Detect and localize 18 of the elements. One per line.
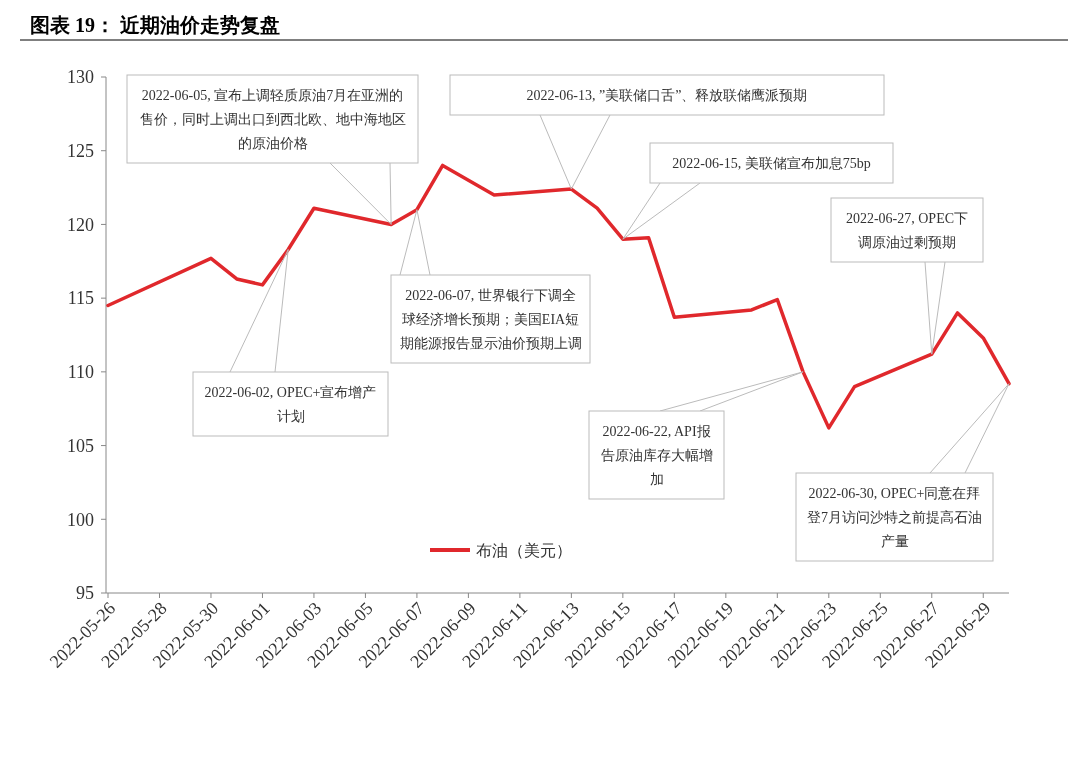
annotation: 2022-06-02, OPEC+宣布增产计划 xyxy=(204,384,377,424)
y-tick-label: 125 xyxy=(67,141,94,162)
y-tick-label: 100 xyxy=(67,509,94,530)
y-tick-label: 130 xyxy=(67,67,94,88)
y-tick-label: 95 xyxy=(76,583,94,604)
annotation: 2022-06-15, 美联储宣布加息75bp xyxy=(672,155,871,171)
y-tick-label: 105 xyxy=(67,435,94,456)
y-tick-label: 110 xyxy=(67,362,94,383)
annotation: 2022-06-05, 宣布上调轻质原油7月在亚洲的售价，同时上调出口到西北欧、地中海地区的原油价格 xyxy=(139,87,406,151)
chart-title: 图表 19： 近期油价走势复盘 xyxy=(30,14,280,36)
annotation: 2022-06-13, ”美联储口舌”、释放联储鹰派预期 xyxy=(526,87,808,103)
annotation: 2022-06-07, 世界银行下调全球经济增长预期；美国EIA短期能源报告显示油价预期上调 xyxy=(399,287,582,351)
y-tick-label: 120 xyxy=(67,214,94,235)
legend-label: 布油（美元） xyxy=(476,541,572,559)
y-tick-label: 115 xyxy=(67,288,94,309)
annotation: 2022-06-22, API报告原油库存大幅增加 xyxy=(600,423,713,487)
annotation: 2022-06-27, OPEC下调原油过剩预期 xyxy=(845,210,969,250)
annotation: 2022-06-30, OPEC+同意在拜登7月访问沙特之前提高石油产量 xyxy=(807,485,982,549)
